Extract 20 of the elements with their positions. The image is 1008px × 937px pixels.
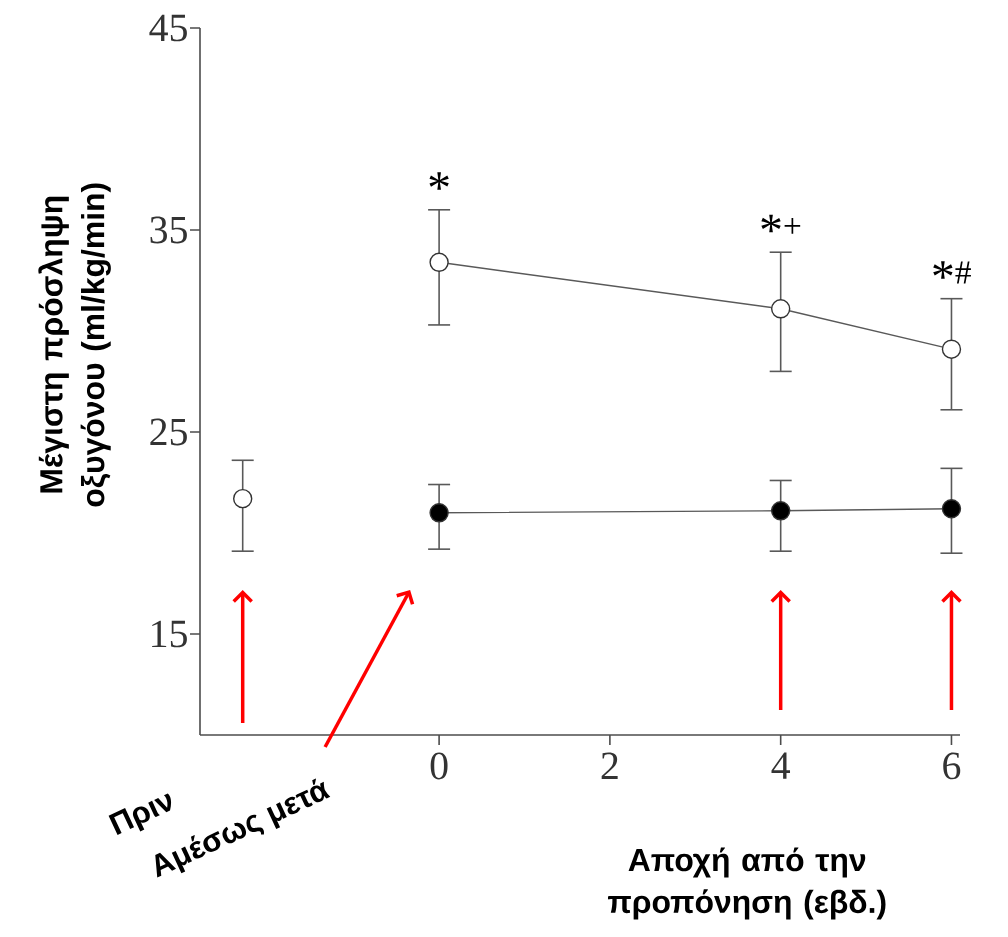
y-tick-label: 25 xyxy=(150,418,187,446)
x-tick-label: 0 xyxy=(430,752,448,780)
x-tick-label: 2 xyxy=(601,752,618,779)
point xyxy=(941,339,962,359)
y-tick-label: 35 xyxy=(150,216,187,244)
y-tick-label: 15 xyxy=(152,620,187,648)
annotation: *$^{#}$ xyxy=(933,261,971,284)
x-tick-label: 4 xyxy=(771,752,791,779)
x-tick-label: 6 xyxy=(943,752,961,780)
annotation: *$^{+}$ xyxy=(761,214,801,234)
point xyxy=(770,501,791,521)
y-tick-label: 45 xyxy=(149,14,187,42)
x-axis-title: Αποχή από την προπόνηση (εβδ.) xyxy=(608,847,886,920)
point xyxy=(770,299,791,319)
point xyxy=(233,488,253,509)
point xyxy=(429,503,449,523)
point xyxy=(941,499,962,519)
point xyxy=(429,252,449,273)
y-axis-title: Μέγιστη πρόσληψη οξυγόνου (ml/kg/min) xyxy=(38,183,111,507)
annotation: * xyxy=(429,172,449,190)
